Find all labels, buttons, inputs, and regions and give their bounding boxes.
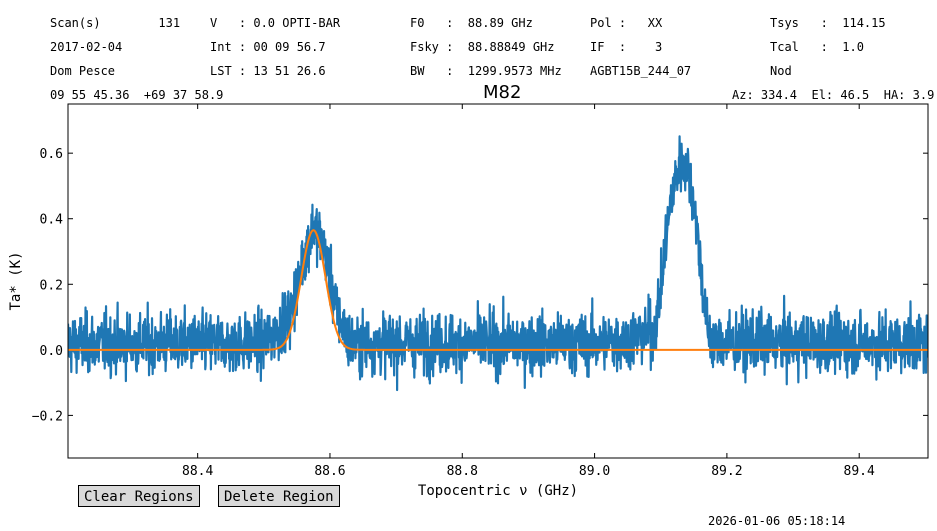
header-col1-row3: Dom Pesce — [50, 64, 116, 78]
az-el-ha: Az: 334.4 El: 46.5 HA: 3.9 — [732, 88, 935, 102]
header-col3-row2: Fsky : 88.88849 GHz — [410, 40, 555, 54]
header-col1-row1: Scan(s) 131 — [50, 16, 181, 30]
header-col4-row1: Pol : XX — [590, 16, 663, 30]
y-tick-label: 0.6 — [40, 147, 63, 162]
header-col2-row2: Int : 00 09 56.7 — [210, 40, 326, 54]
y-tick-label: 0.4 — [40, 213, 64, 228]
header-col4-row2: IF : 3 — [590, 40, 663, 54]
header-col3-row1: F0 : 88.89 GHz — [410, 16, 533, 30]
header-col2-row3: LST : 13 51 26.6 — [210, 64, 326, 78]
x-tick-label: 89.0 — [579, 464, 610, 479]
x-tick-label: 89.2 — [711, 464, 742, 479]
x-axis-label: Topocentric ν (GHz) — [418, 483, 578, 499]
axis-ticks: 88.4 88.6 88.8 89.0 89.2 89.4 −0.2 0.0 0.2 0.4 0.6 — [32, 104, 928, 479]
x-tick-label: 88.6 — [314, 464, 345, 479]
spectrum-series — [68, 135, 928, 392]
y-tick-label: 0.0 — [40, 344, 63, 359]
header-col3-row3: BW : 1299.9573 MHz — [410, 64, 562, 78]
header-col2-row1: V : 0.0 OPTI-BAR — [210, 16, 341, 30]
header-col5-row2: Tcal : 1.0 — [770, 40, 864, 54]
gaussian-fit-series — [68, 229, 928, 351]
source-coordinates: 09 55 45.36 +69 37 58.9 — [50, 88, 224, 102]
x-tick-label: 88.8 — [447, 464, 478, 479]
y-axis-label: Ta* (K) — [8, 251, 24, 310]
chart-title: M82 — [483, 82, 522, 103]
delete-region-button[interactable]: Delete Region — [218, 485, 340, 507]
y-tick-label: −0.2 — [32, 409, 63, 424]
x-tick-label: 88.4 — [182, 464, 213, 479]
header-col5-row3: Nod — [770, 64, 792, 78]
header-col4-row3: AGBT15B_244_07 — [590, 64, 692, 78]
header-col1-row2: 2017-02-04 — [50, 40, 123, 54]
plot-frame — [67, 103, 929, 459]
x-tick-label: 89.4 — [844, 464, 875, 479]
timestamp: 2026-01-06 05:18:14 — [708, 514, 846, 528]
header-col5-row1: Tsys : 114.15 — [770, 16, 886, 30]
clear-regions-button[interactable]: Clear Regions — [78, 485, 200, 507]
y-tick-label: 0.2 — [40, 278, 63, 293]
